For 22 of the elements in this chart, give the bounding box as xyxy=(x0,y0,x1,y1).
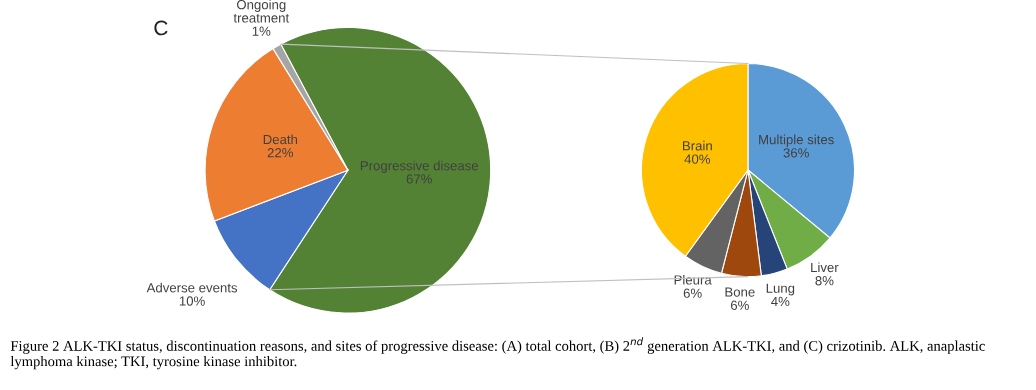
slice-label: Adverse events xyxy=(146,282,238,293)
slice-label: Liver xyxy=(811,262,839,273)
slice-label: Progressive disease xyxy=(360,160,479,173)
slice-label: Brain xyxy=(683,140,712,151)
data-label: 22% xyxy=(267,148,294,158)
data-label: 10% xyxy=(179,296,205,306)
text: Figure 2 ALK-TKI status, discontinuation reasons, and sites of progressive disease: (A) total cohort, (B) 2$^{nd}$ generation ALK-TKI, and (C) crizotinib. ALK, anaplastic lymphoma kinase; TKI, tyrosine kinase inhibitor. xyxy=(10,337,985,370)
data-label: 8% xyxy=(815,276,834,286)
data-label: 6% xyxy=(730,300,749,310)
slice-label: Bone xyxy=(725,287,755,297)
slice-label: Pleura xyxy=(674,274,712,285)
data-label: 4% xyxy=(771,296,790,307)
text: C xyxy=(154,20,168,36)
data-label: 40% xyxy=(684,154,711,164)
data-label: 6% xyxy=(683,288,702,298)
data-label: 1% xyxy=(252,26,271,36)
data-label: 67% xyxy=(406,174,432,184)
data-label: 36% xyxy=(783,148,809,158)
slice-label: Multiple sites xyxy=(759,134,834,147)
slice-label: Lung xyxy=(766,283,795,296)
slice-label: Ongoing treatment xyxy=(233,0,290,23)
slice-label: Death xyxy=(263,134,298,145)
